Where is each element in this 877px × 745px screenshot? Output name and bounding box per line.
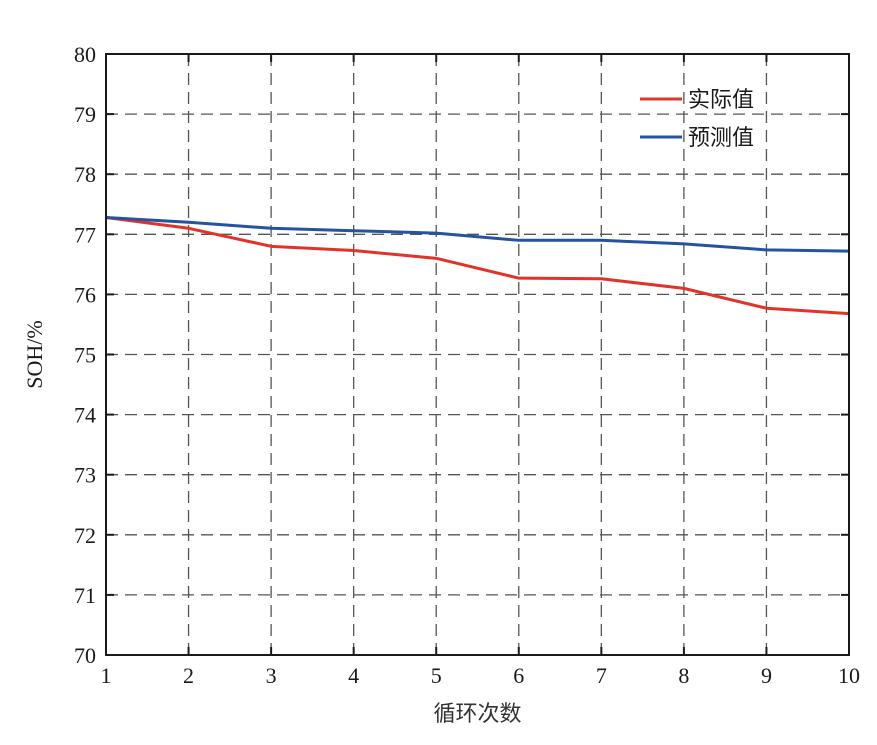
x-tick-label: 2	[183, 663, 194, 688]
y-tick-label: 79	[74, 102, 96, 127]
x-tick-labels: 1 2 3 4 5 6 7 8 9 10	[101, 663, 861, 688]
series-lines	[105, 215, 850, 316]
y-tick-label: 76	[74, 282, 96, 307]
x-tick-label: 6	[513, 663, 524, 688]
legend-label-0: 实际值	[688, 88, 754, 113]
y-tick-label: 75	[74, 343, 96, 368]
axis-ticks	[105, 53, 850, 656]
x-tick-label: 9	[761, 663, 772, 688]
series-line-1	[105, 215, 850, 253]
y-tick-label: 72	[74, 523, 96, 548]
grid-lines	[106, 54, 849, 655]
x-tick-label: 8	[678, 663, 689, 688]
series-line-0	[105, 215, 850, 316]
y-axis-title: SOH/%	[22, 320, 47, 388]
x-tick-label: 3	[266, 663, 277, 688]
y-tick-label: 74	[74, 403, 96, 428]
x-tick-label: 5	[431, 663, 442, 688]
x-tick-label: 4	[348, 663, 359, 688]
y-tick-label: 77	[74, 222, 96, 247]
x-axis-title: 循环次数	[433, 702, 521, 727]
y-tick-label: 71	[74, 583, 96, 608]
y-tick-label: 78	[74, 162, 96, 187]
y-tick-label: 70	[74, 643, 96, 668]
x-tick-label: 7	[596, 663, 607, 688]
plot-frame	[105, 53, 850, 656]
y-tick-labels: 70 71 72 73 74 75 76 77 78 79 80	[74, 42, 96, 668]
x-tick-label: 10	[838, 663, 860, 688]
legend-label-1: 预测值	[688, 126, 754, 151]
x-tick-label: 1	[101, 663, 112, 688]
y-tick-label: 73	[74, 463, 96, 488]
y-tick-label: 80	[74, 42, 96, 67]
